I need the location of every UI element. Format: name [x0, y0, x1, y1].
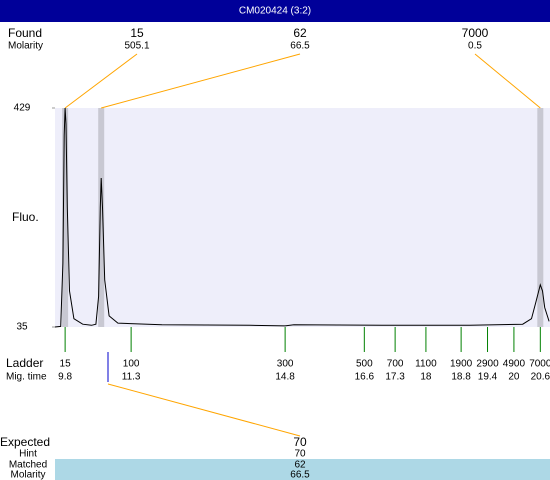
matched-band [55, 459, 550, 480]
found-molarity: 0.5 [468, 41, 482, 52]
found-molarity: 66.5 [290, 41, 310, 52]
ladder-size: 300 [277, 359, 294, 370]
ladder-label: Ladder [6, 356, 43, 370]
hint-value: 70 [294, 449, 306, 460]
ladder-size: 7000 [529, 359, 550, 370]
found-size: 15 [130, 26, 144, 40]
title-bar [0, 0, 550, 22]
title: CM020424 (3:2) [239, 6, 311, 17]
y-tick-label: 429 [14, 103, 31, 114]
ladder-time: 16.6 [355, 372, 375, 383]
peak-connector [101, 53, 301, 109]
ladder-time: 14.8 [275, 372, 295, 383]
ladder-time: 19.4 [478, 372, 498, 383]
ladder-time: 18 [420, 372, 432, 383]
ladder-size: 2900 [476, 359, 499, 370]
ladder-size: 100 [123, 359, 140, 370]
plot-area [55, 108, 550, 327]
expected-label: Expected [0, 435, 50, 449]
ladder-size: 1900 [450, 359, 473, 370]
ladder-time: 18.8 [451, 372, 471, 383]
peak-connector [474, 53, 541, 109]
molarity-label: Molarity [8, 41, 43, 52]
trace [54, 107, 550, 328]
matched-label: Matched [9, 460, 47, 471]
found-label: Found [8, 26, 42, 40]
expected-value: 70 [293, 435, 307, 449]
ladder-size: 1100 [415, 359, 437, 370]
matched-value: 62 [294, 460, 306, 471]
ladder-size: 700 [387, 359, 404, 370]
ladder-time: 9.8 [58, 372, 72, 383]
expected-connector [107, 383, 301, 437]
y-label: Fluo. [12, 210, 39, 224]
ladder-size: 500 [356, 359, 373, 370]
peak-band [537, 108, 544, 327]
exp-molarity-value: 66.5 [290, 470, 310, 480]
found-molarity: 505.1 [124, 41, 149, 52]
found-size: 7000 [462, 26, 489, 40]
ladder-time: 11.3 [122, 372, 141, 383]
ladder-time: 20.6 [531, 372, 550, 383]
hint-label: Hint [19, 449, 37, 460]
peak-connector [64, 53, 138, 109]
y-tick-label: 35 [16, 322, 28, 333]
mig-time-label: Mig. time [6, 372, 47, 383]
ladder-time: 20 [508, 372, 520, 383]
found-size: 62 [293, 26, 307, 40]
exp-molarity-label: Molarity [10, 470, 45, 480]
ladder-size: 4900 [503, 359, 526, 370]
ladder-time: 17.3 [385, 372, 405, 383]
peak-band [62, 108, 69, 327]
ladder-size: 15 [60, 359, 72, 370]
peak-band [98, 108, 105, 327]
